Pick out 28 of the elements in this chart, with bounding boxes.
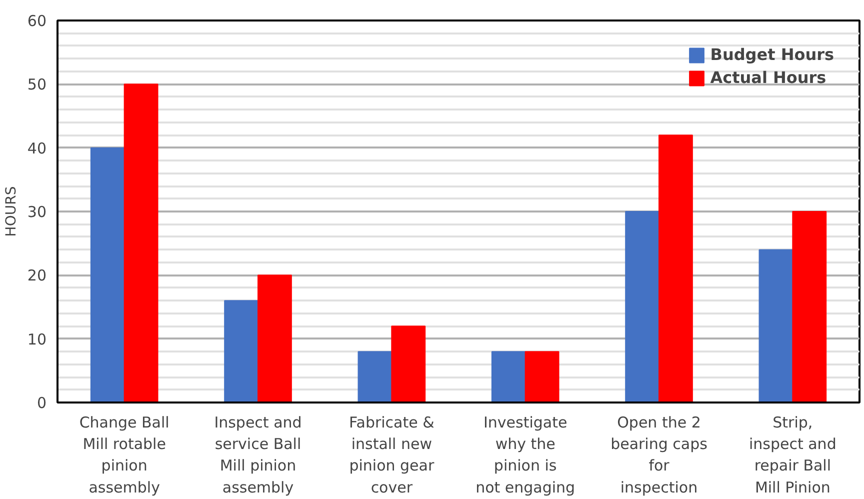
bar [358, 351, 392, 402]
y-tick-label: 10 [27, 330, 47, 348]
bar [124, 84, 158, 402]
x-tick-label: Investigate why the pinion is not engaging [476, 414, 576, 496]
bar [625, 211, 660, 402]
bar [224, 300, 258, 402]
bar [391, 326, 426, 402]
x-tick-label: Strip, inspect and repair Ball Mill Pinion [748, 414, 836, 496]
bar [658, 134, 693, 402]
y-tick-label: 40 [27, 139, 47, 158]
y-tick-label: 30 [27, 203, 47, 221]
x-tick-label: Inspect and service Ball Mill pinion assembly [214, 414, 302, 496]
x-tick-label: Fabricate & install new pinion gear cover [349, 414, 435, 496]
bar [491, 351, 526, 402]
legend-label: Actual Hours [710, 68, 826, 87]
y-tick-label: 20 [27, 266, 47, 285]
y-tick-label: 60 [27, 12, 47, 30]
y-tick-label: 0 [36, 394, 47, 412]
y-tick-label: 50 [27, 76, 47, 94]
legend-label: Budget Hours [710, 45, 834, 64]
x-tick-label: Change Ball Mill rotable pinion assembly [79, 414, 170, 496]
bar [758, 249, 794, 402]
bar [258, 274, 292, 402]
bar [792, 211, 827, 402]
y-axis-title: HOURS [3, 186, 20, 237]
x-tick-label: Open the 2 bearing caps for inspection [610, 414, 708, 496]
bar [524, 351, 560, 402]
bar [90, 147, 125, 402]
